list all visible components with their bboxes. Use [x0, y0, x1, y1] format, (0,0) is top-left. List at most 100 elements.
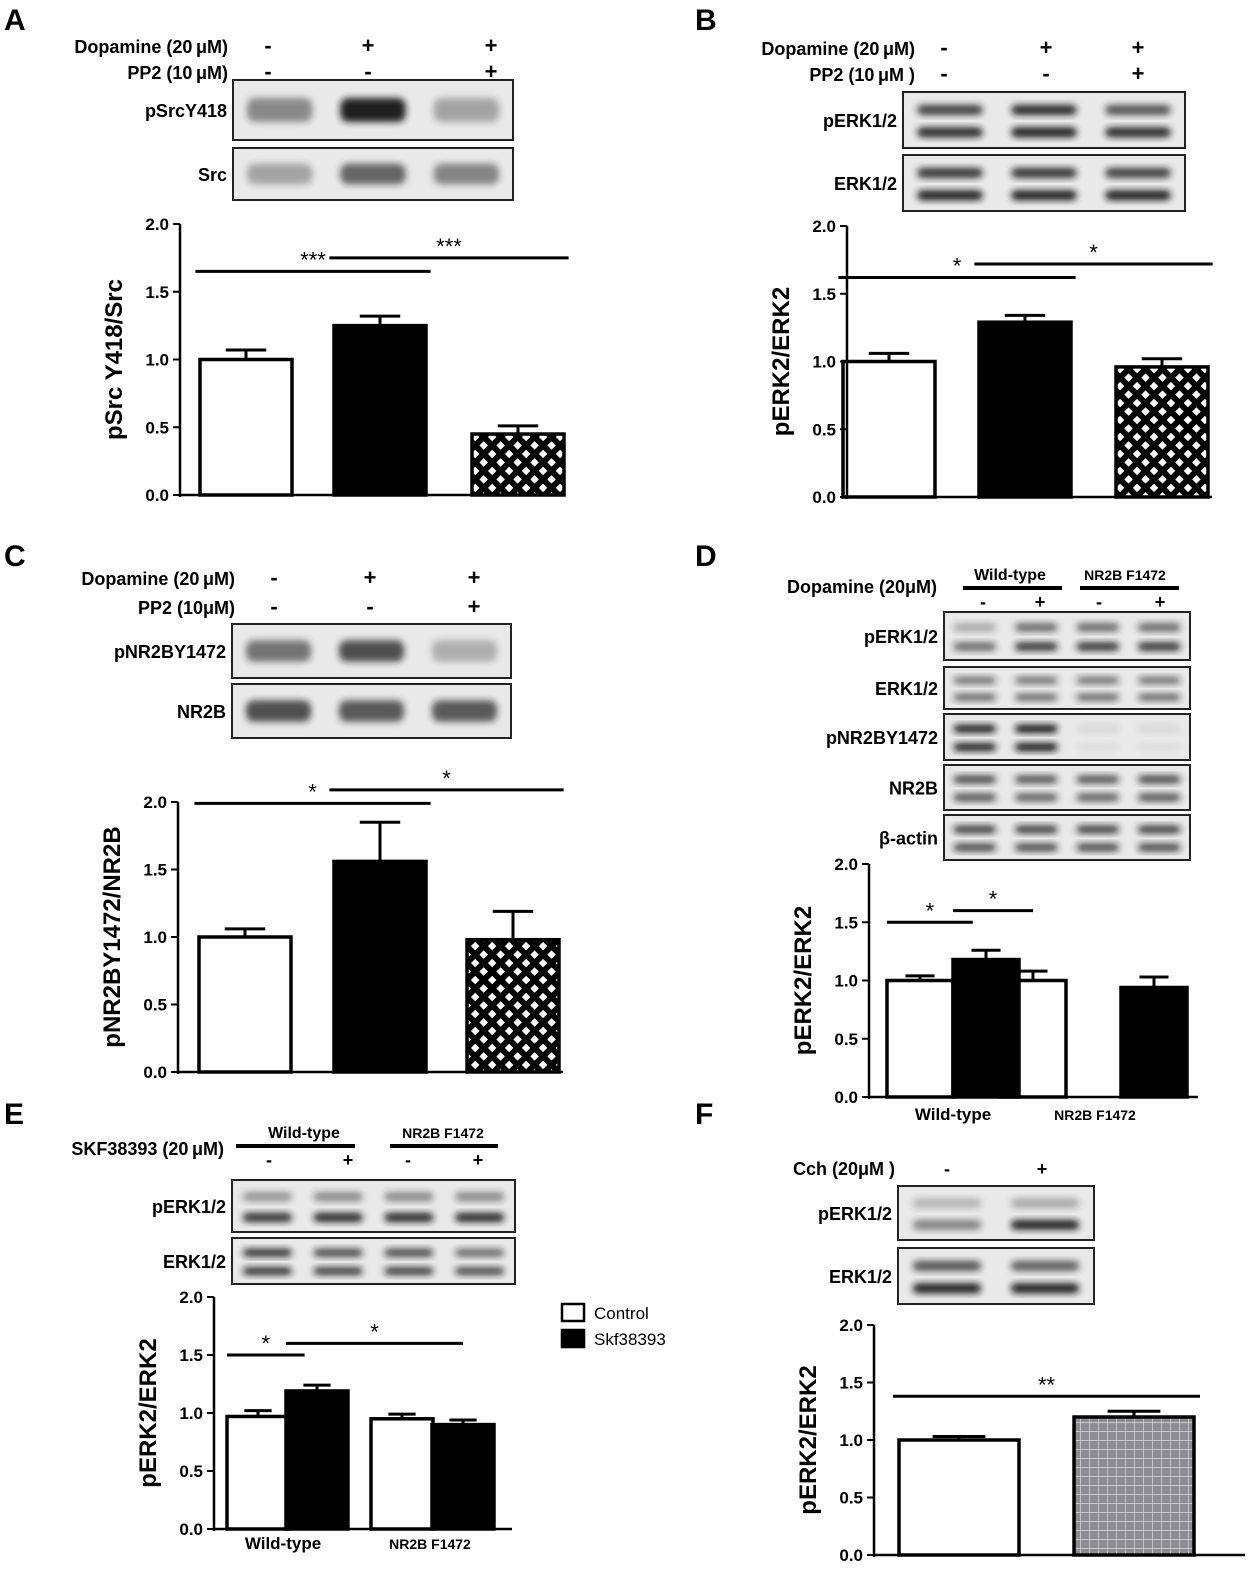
- blot-band: [953, 623, 997, 632]
- blot-band: [454, 1191, 505, 1202]
- blot-band: [1010, 1283, 1080, 1294]
- chart-E-y-tick-label: 0.5: [179, 1462, 203, 1481]
- blot-label: pNR2BY1472: [826, 728, 938, 748]
- blot-band: [454, 1266, 505, 1276]
- blot-band: [1105, 167, 1171, 178]
- treatment-mark: +: [1132, 61, 1145, 86]
- x-group-label: NR2B F1472: [389, 1536, 471, 1552]
- chart-F-y-tick-label: 1.0: [839, 1431, 863, 1450]
- blot-band: [242, 1248, 293, 1257]
- blot-band: [1076, 775, 1120, 784]
- chart-C-y-axis-label: pNR2BY1472/NR2B: [99, 826, 126, 1047]
- blot-label: ERK1/2: [875, 679, 938, 699]
- chart-E-y-tick-label: 1.5: [179, 1346, 203, 1365]
- panel-letter: B: [695, 4, 717, 37]
- blot-band: [953, 793, 997, 802]
- blot-label: ERK1/2: [163, 1252, 226, 1272]
- blot-frame: [902, 154, 1186, 212]
- blot-frame: [231, 1237, 516, 1285]
- chart-E-y-tick-label: 2.0: [179, 1288, 203, 1307]
- chart-C-y-axis: 0.0 0.5 1.0 1.5 2.0 pNR2BY1472/NR2B: [99, 793, 563, 1082]
- treatment-mark: +: [473, 1150, 484, 1170]
- treatment-label: PP2 (10 μM): [127, 63, 228, 83]
- blot-E-2: ERK1/2: [163, 1237, 516, 1285]
- significance-stars: ***: [436, 234, 462, 259]
- chart-D-y-tick-label: 0.0: [834, 1088, 858, 1107]
- chart-A-y-tick-label: 2.0: [145, 215, 169, 234]
- panel-letter: C: [4, 540, 26, 573]
- treatment-mark: -: [405, 1150, 411, 1170]
- legend-swatch: [560, 1302, 586, 1323]
- blot-band: [247, 163, 313, 185]
- blot-band: [1014, 676, 1058, 685]
- blot-band: [313, 1191, 363, 1202]
- blot-band: [1137, 843, 1181, 852]
- chart-A-y-tick-label: 1.0: [145, 351, 169, 370]
- blot-label: ERK1/2: [834, 174, 897, 194]
- treatment-mark: -: [944, 1159, 950, 1179]
- legend-label: Control: [594, 1304, 649, 1323]
- blot-band: [1076, 843, 1120, 852]
- blot-band: [247, 98, 313, 122]
- legend-swatch: [560, 1328, 586, 1349]
- legend-label: Skf38393: [594, 1330, 666, 1349]
- blot-band: [1076, 676, 1120, 685]
- bar: [470, 432, 566, 497]
- bar: [951, 957, 1021, 1099]
- treatment-mark: -: [940, 35, 947, 60]
- blot-C-2: NR2B: [177, 683, 512, 739]
- blot-band: [1137, 676, 1181, 685]
- treatment-label: Cch (20μM ): [793, 1159, 895, 1179]
- panel-letter: A: [4, 4, 26, 37]
- chart-D-y-axis: 0.0 0.5 1.0 1.5 2.0 pERK2/ERK2: [790, 855, 1198, 1107]
- blot-band: [1137, 742, 1181, 752]
- blot-band: [431, 640, 498, 662]
- blot-band: [1014, 793, 1058, 802]
- chart-B: **: [838, 240, 1213, 499]
- chart-A-y-tick-label: 0.5: [145, 418, 169, 437]
- blot-label: NR2B: [177, 702, 226, 722]
- chart-D-y-axis-label: pERK2/ERK2: [790, 906, 817, 1055]
- blot-band: [1137, 693, 1181, 702]
- treatment-mark: -: [1096, 592, 1102, 612]
- blot-band: [1014, 693, 1058, 702]
- blot-band: [953, 742, 997, 752]
- treatment-mark: -: [1042, 61, 1049, 86]
- legend: Control Skf38393: [560, 1302, 666, 1349]
- blot-band: [242, 1212, 293, 1223]
- significance-stars: *: [308, 779, 317, 804]
- blot-band: [384, 1248, 434, 1257]
- blot-band: [1011, 167, 1077, 178]
- chart-A-y-axis: 0.0 0.5 1.0 1.5 2.0 pSrc Y418/Src: [101, 215, 565, 505]
- treatment-mark: +: [468, 594, 481, 619]
- significance-stars: *: [262, 1331, 271, 1356]
- blot-band: [1137, 623, 1181, 632]
- blot-band: [1011, 190, 1077, 201]
- treatment-label: PP2 (10 μM ): [809, 65, 915, 85]
- blot-band: [433, 98, 499, 122]
- panel-E: E SKF38393 (20 μM) Wild-type NR2B F1472 - + - +…: [4, 1098, 666, 1553]
- blot-frame: [897, 1185, 1095, 1241]
- blot-band: [1105, 190, 1171, 201]
- blot-band: [953, 676, 997, 685]
- blot-frame: [943, 713, 1191, 761]
- blot-band: [313, 1266, 363, 1276]
- x-group-label: Wild-type: [245, 1534, 321, 1553]
- blot-frame: [943, 611, 1191, 661]
- chart-C-y-tick-label: 0.0: [143, 1063, 167, 1082]
- treatment-mark: +: [364, 565, 377, 590]
- blot-band: [338, 640, 405, 662]
- treatment-mark: -: [270, 565, 277, 590]
- chart-D-y-tick-label: 0.5: [834, 1030, 858, 1049]
- bar: [332, 859, 428, 1074]
- blot-label: pERK1/2: [864, 627, 938, 647]
- blot-F-2: ERK1/2: [829, 1247, 1095, 1305]
- blot-label: β-actin: [879, 829, 938, 849]
- treatment-mark: +: [1037, 1159, 1048, 1179]
- blot-band: [1011, 104, 1077, 115]
- panel-D: D Dopamine (20μM) Wild-type NR2B F1472 - + - + *…: [695, 540, 1189, 1124]
- blot-label: pSrcY418: [145, 101, 227, 121]
- blot-band: [953, 775, 997, 784]
- blot-frame: [943, 764, 1191, 811]
